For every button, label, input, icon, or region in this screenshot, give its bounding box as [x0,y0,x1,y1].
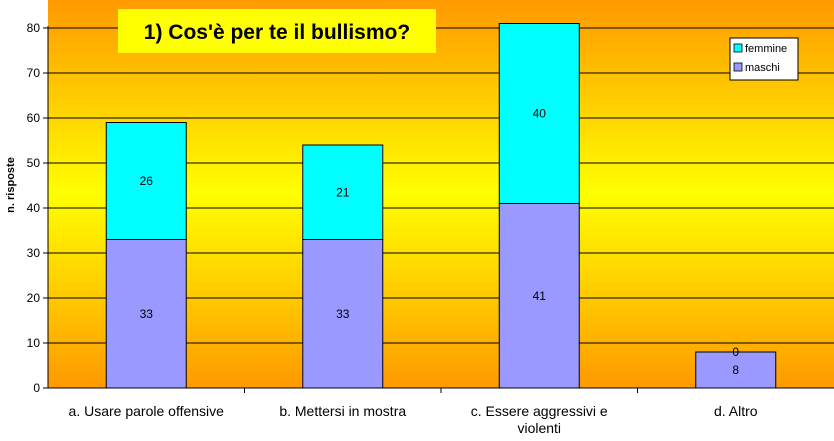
bar-maschi-1 [302,239,384,389]
x-tick-label-2-1: violenti [517,420,561,436]
data-label-maschi-3: 8 [732,363,739,377]
data-label-maschi-1: 33 [336,307,350,321]
bar-femmine-2 [498,23,580,204]
x-tick-label-3-0: d. Altro [714,403,758,419]
y-tick-label-50: 50 [27,156,41,170]
data-label-femmine-0: 26 [140,174,154,188]
y-tick-label-20: 20 [27,291,41,305]
legend-swatch-femmine [733,43,743,53]
legend-swatch-maschi [733,62,743,72]
y-tick-label-10: 10 [27,336,41,350]
legend-label-femmine: femmine [745,43,787,55]
y-tick-label-0: 0 [33,381,40,395]
title-background [118,9,436,53]
bar-femmine-1 [302,144,384,240]
y-tick-label-40: 40 [27,201,41,215]
bar-maschi-3 [695,351,777,389]
chart-title: 1) Cos'è per te il bullismo? [144,21,410,44]
bar-femmine-0 [105,122,187,240]
x-tick-label-0-0: a. Usare parole offensive [69,403,225,419]
data-label-maschi-0: 33 [140,307,154,321]
x-tick-label-2-0: c. Essere aggressivi e [471,403,608,419]
bars [105,23,777,389]
y-tick-label-60: 60 [27,111,41,125]
axes [43,26,834,393]
legend: femmine maschi [729,37,799,81]
y-tick-label-30: 30 [27,246,41,260]
bar-maschi-2 [498,203,580,389]
title-box: 1) Cos'è per te il bullismo? [118,9,436,53]
data-label-femmine-3: 0 [732,345,739,359]
y-axis-title: n. risposte [5,157,17,213]
data-label-femmine-2: 40 [533,107,547,121]
data-label-femmine-1: 21 [336,185,350,199]
bar-maschi-0 [105,239,187,389]
y-tick-label-70: 70 [27,66,41,80]
data-label-maschi-2: 41 [533,289,547,303]
legend-label-maschi: maschi [745,62,780,74]
x-tick-label-1-0: b. Mettersi in mostra [279,403,406,419]
y-tick-label-80: 80 [27,21,41,35]
